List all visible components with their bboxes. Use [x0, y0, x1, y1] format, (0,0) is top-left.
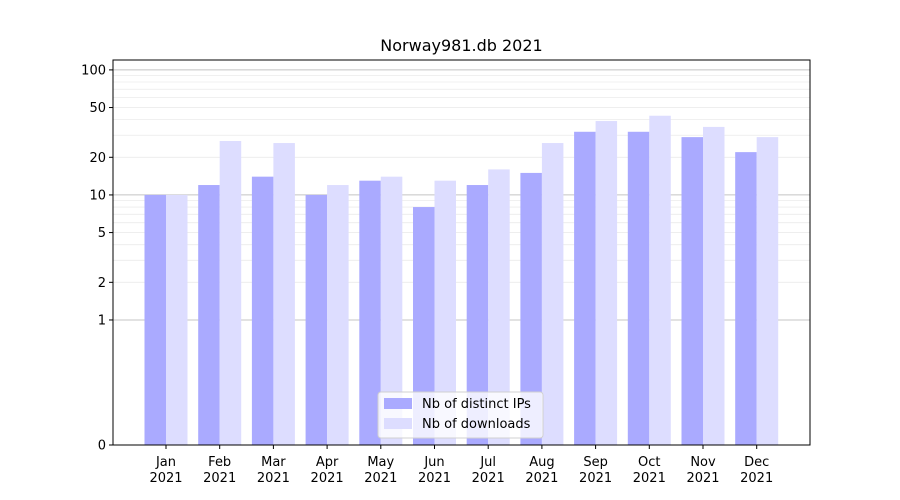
x-tick-label: Jul 2021 [472, 455, 505, 486]
x-tick-label: Nov 2021 [686, 455, 719, 486]
bar-downloads [649, 115, 671, 445]
x-tick-label: Feb 2021 [203, 455, 236, 486]
bar-downloads [273, 143, 295, 445]
y-tick-label: 0 [98, 439, 106, 454]
bar-downloads [327, 185, 349, 445]
bar-downloads [380, 176, 403, 445]
bar-distinct-ips [466, 185, 489, 445]
bar-distinct-ips [359, 180, 381, 445]
x-tick-label: Jan 2021 [149, 455, 182, 486]
y-tick-label: 2 [98, 276, 106, 291]
y-tick-label: 10 [89, 188, 106, 203]
bar-distinct-ips [627, 131, 650, 445]
bars [144, 115, 779, 446]
bar-downloads [219, 140, 242, 445]
x-tick-label: Oct 2021 [633, 455, 666, 486]
legend-swatch [384, 418, 412, 429]
y-tick-label: 1 [98, 313, 106, 328]
x-tick-label: Apr 2021 [311, 455, 344, 486]
chart-title: Norway981.db 2021 [380, 36, 542, 55]
plot-area-frame [112, 59, 811, 446]
bar-distinct-ips [251, 176, 274, 445]
y-axis: 0 1 2 5 10 20 50 100 [81, 63, 113, 454]
x-tick-label: Sep 2021 [579, 455, 612, 486]
bar-downloads [166, 194, 188, 445]
y-tick-label: 50 [89, 101, 106, 116]
bar-distinct-ips [305, 194, 328, 445]
bar-distinct-ips [735, 152, 757, 445]
legend-box [377, 391, 544, 439]
x-tick-label: Mar 2021 [257, 455, 290, 486]
bar-downloads [703, 126, 725, 446]
legend-label: Nb of distinct IPs [422, 397, 531, 412]
bar-downloads [595, 121, 618, 446]
bar-distinct-ips [413, 207, 435, 445]
x-tick-label: Jun 2021 [418, 455, 451, 486]
legend-label: Nb of downloads [422, 417, 531, 432]
legend: Nb of distinct IPs Nb of downloads [377, 391, 544, 439]
y-tick-label: 100 [81, 63, 106, 78]
bar-downloads [756, 137, 779, 445]
x-axis: Jan 2021 Feb 2021 Mar 2021 Apr 2021 May 2021 Jun 20… [149, 445, 773, 486]
bar-downloads [434, 180, 456, 445]
bar-distinct-ips [520, 172, 542, 445]
bar-distinct-ips [574, 131, 596, 445]
bar-downloads [488, 169, 510, 445]
x-tick-label: May 2021 [364, 455, 397, 486]
bar-distinct-ips [198, 185, 220, 445]
x-tick-label: Dec 2021 [740, 455, 773, 486]
bar-distinct-ips [144, 194, 166, 445]
y-tick-label: 5 [98, 226, 106, 241]
legend-swatch [384, 398, 412, 409]
bar-distinct-ips [681, 137, 703, 445]
bar-downloads [541, 143, 564, 445]
y-tick-label: 20 [89, 151, 106, 166]
x-tick-label: Aug 2021 [525, 455, 558, 486]
